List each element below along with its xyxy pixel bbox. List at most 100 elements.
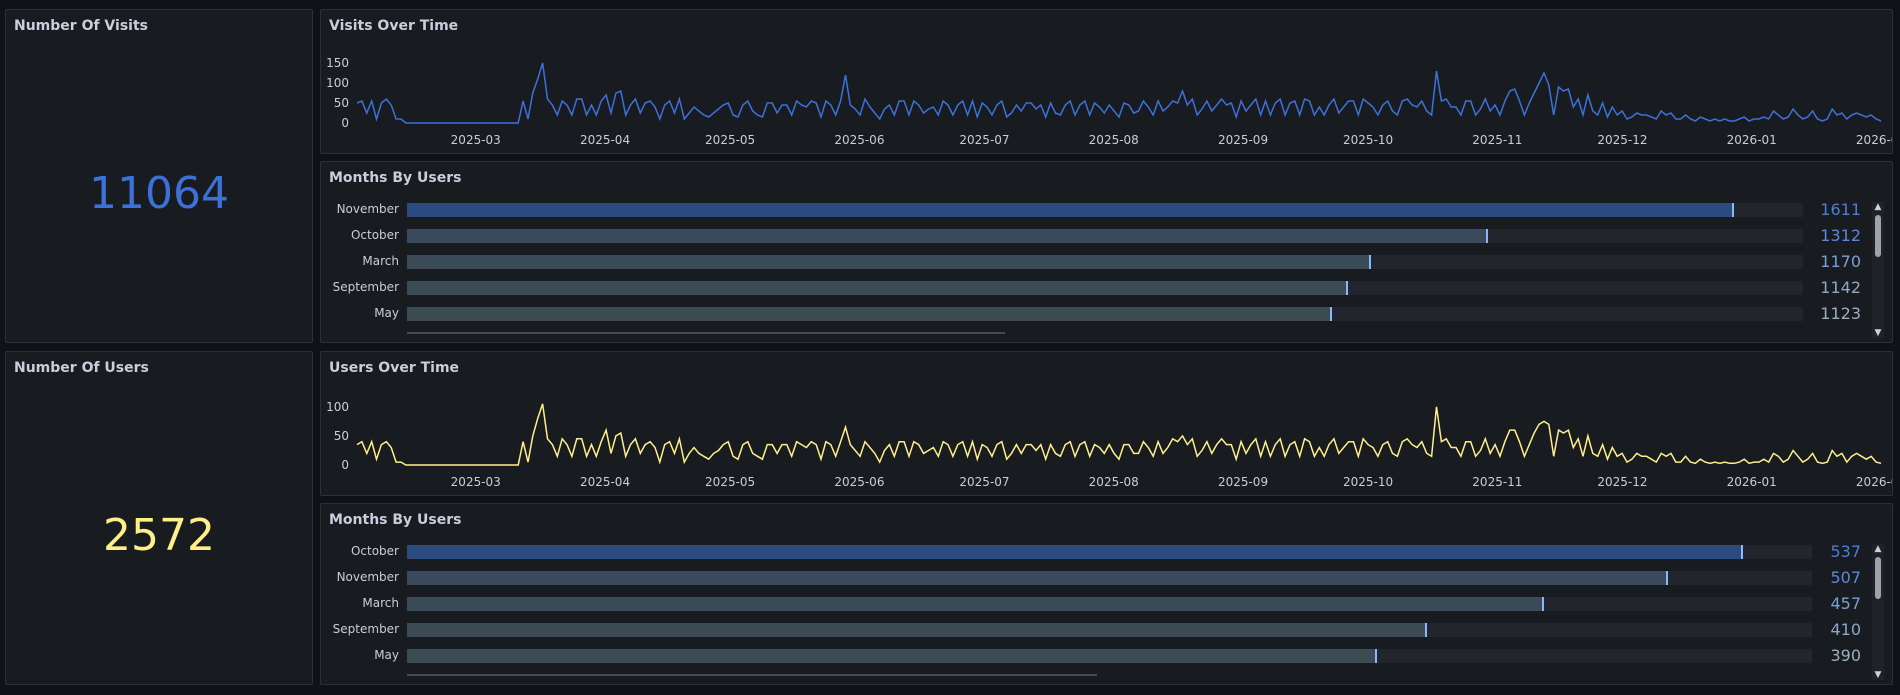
bar-track [407,623,1812,637]
visits-line-chart: 150 100 50 0 2025-03 2025-04 2025-05 2025-06 202… [326,56,1893,147]
x-tick-label: 2025-04 [580,475,630,489]
bar-track [407,545,1812,559]
bar-cap [1666,571,1668,585]
bar-value: 1170 [1820,252,1861,271]
bar-fill [407,545,1742,559]
x-tick-label: 2025-07 [959,133,1009,147]
users-line-chart: 100 50 0 2025-03 2025-04 2025-05 2025-06 2025-0… [326,400,1893,489]
x-tick-label: 2025-09 [1218,475,1268,489]
panel-title: Number Of Visits [14,18,148,34]
x-tick-label: 2025-12 [1597,133,1647,147]
bar-value: 410 [1830,620,1861,639]
x-tick-label: 2025-08 [1089,475,1139,489]
panel-title: Months By Users [329,170,462,186]
y-tick-label: 50 [334,96,349,110]
x-tick-label: 2025-03 [451,475,501,489]
bar-label: March [362,596,399,610]
bar-fill [407,203,1733,217]
bar-label: October [350,228,399,242]
bar-value: 507 [1830,568,1861,587]
bar-cap [1542,597,1544,611]
x-tick-label: 2025-05 [705,475,755,489]
panel-title: Visits Over Time [329,18,459,34]
x-tick-label: 2026-02 [1856,133,1893,147]
users-over-time-panel: Users Over Time 100 50 0 2025-03 2025-04 2025… [320,351,1893,496]
bar-track [407,649,1812,663]
bar-label: March [362,254,399,268]
bar-cap [1486,229,1488,243]
bar-value: 457 [1830,594,1861,613]
bar-track [407,229,1803,243]
bar-track [407,281,1803,295]
bar-cap [1732,203,1734,217]
bar-cap [1346,281,1348,295]
bar-label: May [374,648,399,662]
users-stat-panel: Number Of Users 2572 [5,351,313,685]
scroll-up-icon[interactable]: ▲ [1874,544,1882,554]
visits-count-value: 11064 [89,168,229,219]
bar-fill [407,255,1370,269]
bar-track [407,203,1803,217]
bar-track [407,597,1812,611]
visits-months-bars-panel: Months By Users November 1611 October 1312 M… [320,161,1893,343]
x-tick-label: 2025-12 [1597,475,1647,489]
scroll-thumb[interactable] [1875,215,1881,257]
horizontal-scrollbar[interactable] [407,332,1005,334]
x-tick-label: 2025-05 [705,133,755,147]
x-tick-label: 2025-07 [959,475,1009,489]
bar-cap [1375,649,1377,663]
bar-track [407,307,1803,321]
y-tick-label: 100 [326,76,349,90]
bar-label: September [332,280,399,294]
bar-cap [1741,545,1743,559]
x-tick-label: 2026-02 [1856,475,1893,489]
horizontal-scrollbar[interactable] [407,674,1097,676]
bar-label: May [374,306,399,320]
x-tick-label: 2025-08 [1089,133,1139,147]
scroll-down-icon[interactable]: ▼ [1874,670,1882,680]
scroll-thumb[interactable] [1875,557,1881,599]
bar-value: 1142 [1820,278,1861,297]
x-tick-label: 2025-11 [1472,133,1522,147]
x-tick-label: 2026-01 [1727,133,1777,147]
bar-label: October [350,544,399,558]
bar-track [407,255,1803,269]
bar-fill [407,597,1543,611]
scroll-up-icon[interactable]: ▲ [1874,202,1882,212]
users-months-bars-panel: Months By Users October 537 November 507 Mar… [320,503,1893,685]
bar-fill [407,281,1347,295]
x-tick-label: 2025-03 [451,133,501,147]
series-line [356,403,1882,466]
bar-cap [1369,255,1371,269]
bar-value: 1312 [1820,226,1861,245]
x-tick-label: 2025-04 [580,133,630,147]
bar-cap [1425,623,1427,637]
bar-fill [407,229,1487,243]
y-tick-label: 0 [341,458,349,472]
bar-value: 390 [1830,646,1861,665]
series-line [356,62,1882,124]
x-tick-label: 2025-11 [1472,475,1522,489]
bar-label: November [336,570,399,584]
scroll-down-icon[interactable]: ▼ [1874,328,1882,338]
bar-label: November [336,202,399,216]
bar-track [407,571,1812,585]
panel-title: Number Of Users [14,360,149,376]
bar-cap [1330,307,1332,321]
bar-fill [407,571,1667,585]
x-tick-label: 2025-09 [1218,133,1268,147]
bar-fill [407,649,1376,663]
bar-fill [407,307,1331,321]
x-tick-label: 2025-10 [1343,475,1393,489]
visits-over-time-panel: Visits Over Time 150 100 50 0 2025-03 2025-04… [320,9,1893,154]
vertical-scrollbar[interactable]: ▲ ▼ [1872,202,1884,338]
x-tick-label: 2025-06 [834,133,884,147]
panel-title: Months By Users [329,512,462,528]
y-tick-label: 150 [326,56,349,70]
vertical-scrollbar[interactable]: ▲ ▼ [1872,544,1884,680]
bar-value: 1123 [1820,304,1861,323]
users-count-value: 2572 [103,510,215,561]
visits-stat-panel: Number Of Visits 11064 [5,9,313,343]
bar-label: September [332,622,399,636]
x-tick-label: 2025-10 [1343,133,1393,147]
